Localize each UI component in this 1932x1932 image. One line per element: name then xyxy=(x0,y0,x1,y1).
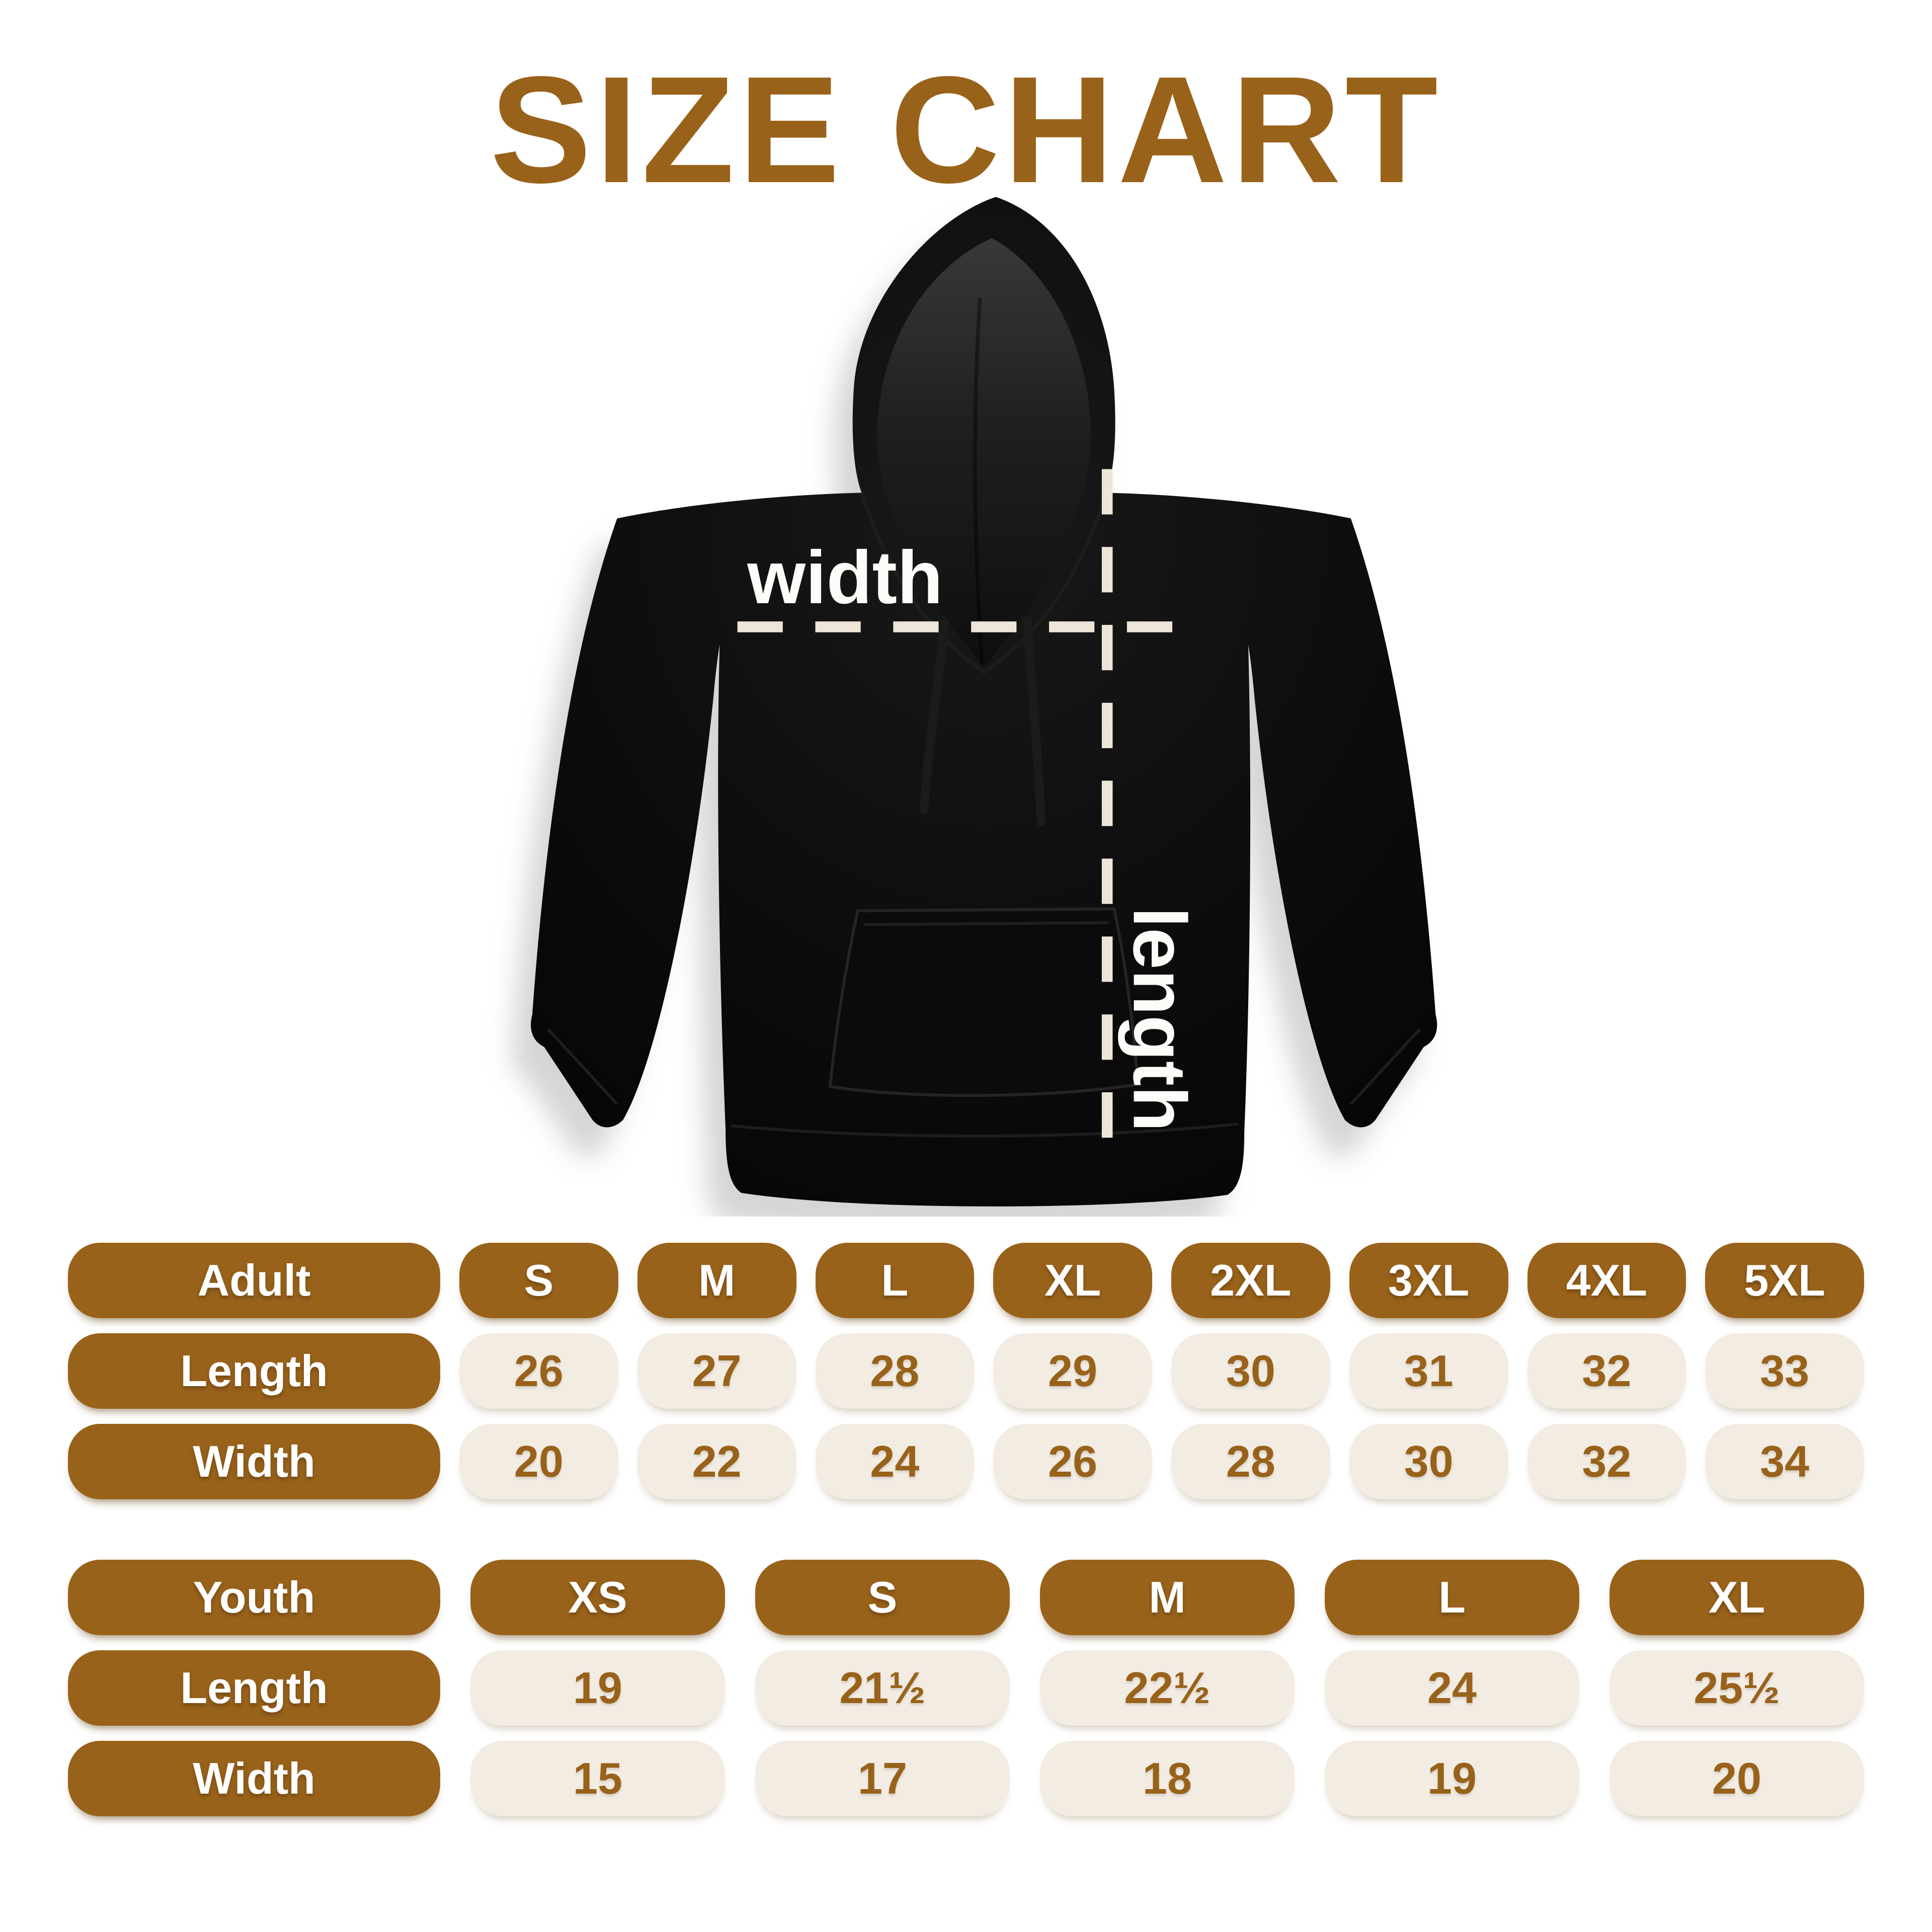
size-header-pill: S xyxy=(459,1243,618,1318)
row-label-pill: Youth xyxy=(68,1560,440,1635)
value-cell: 18 xyxy=(1040,1741,1295,1816)
size-header-pill: L xyxy=(815,1243,975,1318)
value-cell: 17 xyxy=(755,1741,1010,1816)
value-cell: 22½ xyxy=(1040,1650,1295,1726)
size-header-pill: 5XL xyxy=(1705,1243,1864,1318)
kangaroo-pocket xyxy=(828,907,1140,1097)
value-cell: 20 xyxy=(459,1424,618,1499)
value-cell: 28 xyxy=(815,1333,975,1409)
size-header-pill: XL xyxy=(993,1243,1152,1318)
pocket-stitch xyxy=(863,921,1108,926)
value-cell: 30 xyxy=(1171,1333,1330,1409)
size-header-pill: XS xyxy=(470,1560,725,1635)
value-cell: 34 xyxy=(1705,1424,1864,1499)
size-header-pill: M xyxy=(637,1243,796,1318)
length-label: length xyxy=(1118,907,1202,1132)
value-cell: 22 xyxy=(637,1424,796,1499)
value-cell: 32 xyxy=(1527,1333,1686,1409)
adult-size-table: Adult S M L XL 2XL 3XL 4XL 5XL Length 26… xyxy=(68,1243,1864,1499)
row-label-pill: Adult xyxy=(68,1243,440,1318)
hood-lining xyxy=(877,238,1091,667)
value-cell: 24 xyxy=(815,1424,975,1499)
size-header-pill: XL xyxy=(1609,1560,1864,1635)
value-cell: 31 xyxy=(1349,1333,1508,1409)
value-cell: 32 xyxy=(1527,1424,1686,1499)
table-row: Youth XS S M L XL xyxy=(68,1560,1864,1635)
cuff-stitch-left xyxy=(547,1028,618,1105)
value-cell: 30 xyxy=(1349,1424,1508,1499)
row-label-pill: Width xyxy=(68,1741,440,1816)
value-cell: 33 xyxy=(1705,1333,1864,1409)
hem-stitch xyxy=(731,1122,1239,1138)
row-label-pill: Length xyxy=(68,1650,440,1726)
drawstring-right xyxy=(1023,616,1046,827)
size-header-pill: S xyxy=(755,1560,1010,1635)
hoodie-illustration: width length xyxy=(511,197,1437,1217)
table-row: Length 19 21½ 22½ 24 25½ xyxy=(68,1650,1864,1726)
size-header-pill: 4XL xyxy=(1527,1243,1686,1318)
value-cell: 20 xyxy=(1609,1741,1864,1816)
hoodie-measurement-diagram: width length xyxy=(483,181,1469,1217)
page-title: SIZE CHART xyxy=(490,45,1442,214)
value-cell: 26 xyxy=(459,1333,618,1409)
size-header-pill: 2XL xyxy=(1171,1243,1330,1318)
table-row: Adult S M L XL 2XL 3XL 4XL 5XL xyxy=(68,1243,1864,1318)
drawstring-left xyxy=(919,618,949,815)
value-cell: 28 xyxy=(1171,1424,1330,1499)
row-label-pill: Width xyxy=(68,1424,440,1499)
size-header-pill: M xyxy=(1040,1560,1295,1635)
youth-size-table: Youth XS S M L XL Length 19 21½ 22½ 24 2… xyxy=(68,1560,1864,1816)
table-row: Width 15 17 18 19 20 xyxy=(68,1741,1864,1816)
value-cell: 19 xyxy=(470,1650,725,1726)
value-cell: 29 xyxy=(993,1333,1152,1409)
value-cell: 19 xyxy=(1325,1741,1579,1816)
width-label: width xyxy=(747,535,943,619)
value-cell: 21½ xyxy=(755,1650,1010,1726)
hood-lining-crease xyxy=(973,297,984,665)
value-cell: 26 xyxy=(993,1424,1152,1499)
hood-drape-edge xyxy=(859,492,1108,675)
value-cell: 27 xyxy=(637,1333,796,1409)
table-row: Length 26 27 28 29 30 31 32 33 xyxy=(68,1333,1864,1409)
value-cell: 25½ xyxy=(1609,1650,1864,1726)
value-cell: 15 xyxy=(470,1741,725,1816)
size-tables: Adult S M L XL 2XL 3XL 4XL 5XL Length 26… xyxy=(68,1243,1864,1831)
cuff-stitch-right xyxy=(1349,1028,1421,1105)
row-label-pill: Length xyxy=(68,1333,440,1409)
table-row: Width 20 22 24 26 28 30 32 34 xyxy=(68,1424,1864,1499)
size-header-pill: 3XL xyxy=(1349,1243,1508,1318)
size-header-pill: L xyxy=(1325,1560,1579,1635)
value-cell: 24 xyxy=(1325,1650,1579,1726)
